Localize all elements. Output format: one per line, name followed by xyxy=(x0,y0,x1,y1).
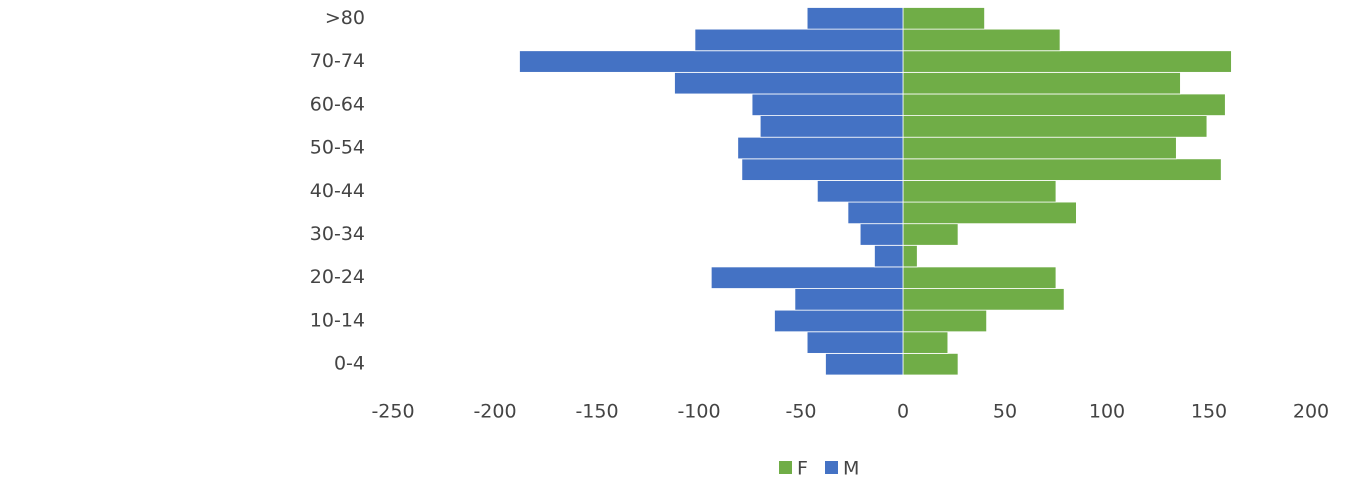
x-tick-label: -50 xyxy=(785,401,816,423)
x-tick-label: 100 xyxy=(1089,401,1125,423)
x-tick-label: -150 xyxy=(575,401,618,423)
bar xyxy=(710,266,904,289)
y-tick-label: 20-24 xyxy=(310,266,365,288)
bar xyxy=(902,223,959,246)
bar xyxy=(902,201,1077,225)
bar xyxy=(774,309,904,333)
bar xyxy=(859,223,904,246)
y-tick-label: 30-34 xyxy=(310,223,365,245)
legend-label: F xyxy=(797,458,808,480)
legend-swatch xyxy=(825,461,838,474)
bar xyxy=(806,331,904,354)
y-tick-label: 10-14 xyxy=(310,309,365,331)
y-tick-label: 40-44 xyxy=(310,180,365,202)
bar xyxy=(902,180,1057,203)
x-tick-label: 200 xyxy=(1293,401,1329,423)
x-tick-label: 150 xyxy=(1191,401,1227,423)
bar xyxy=(902,309,988,333)
x-tick-label: 50 xyxy=(993,401,1017,423)
bar xyxy=(737,136,904,160)
bar xyxy=(694,28,904,52)
bar xyxy=(902,50,1232,73)
bar xyxy=(902,115,1208,138)
bar xyxy=(902,244,918,268)
bar xyxy=(902,288,1065,311)
bar xyxy=(902,71,1181,95)
bar xyxy=(816,180,904,203)
bar xyxy=(741,158,904,181)
x-tick-label: -200 xyxy=(473,401,516,423)
x-tick-label: -100 xyxy=(677,401,720,423)
bar xyxy=(825,352,904,376)
bar xyxy=(902,93,1226,116)
y-tick-label: >80 xyxy=(325,7,365,29)
bar xyxy=(902,352,959,376)
bar xyxy=(902,331,949,354)
bar xyxy=(847,201,904,225)
bar xyxy=(902,7,985,30)
bar xyxy=(902,136,1177,160)
bar xyxy=(759,115,904,138)
bar xyxy=(902,28,1061,52)
bar xyxy=(902,158,1222,181)
bar xyxy=(519,50,904,73)
bar xyxy=(674,71,904,95)
legend-swatch xyxy=(779,461,792,474)
x-tick-label: 0 xyxy=(897,401,909,423)
x-tick-label: -250 xyxy=(371,401,414,423)
y-tick-label: 50-54 xyxy=(310,137,365,159)
bar xyxy=(902,266,1057,289)
legend-label: M xyxy=(843,458,859,480)
bar xyxy=(874,244,904,268)
y-tick-label: 60-64 xyxy=(310,93,365,115)
bar xyxy=(794,288,904,311)
y-tick-label: 0-4 xyxy=(334,353,365,375)
bar xyxy=(806,7,904,30)
bar xyxy=(751,93,904,116)
y-tick-label: 70-74 xyxy=(310,50,365,72)
